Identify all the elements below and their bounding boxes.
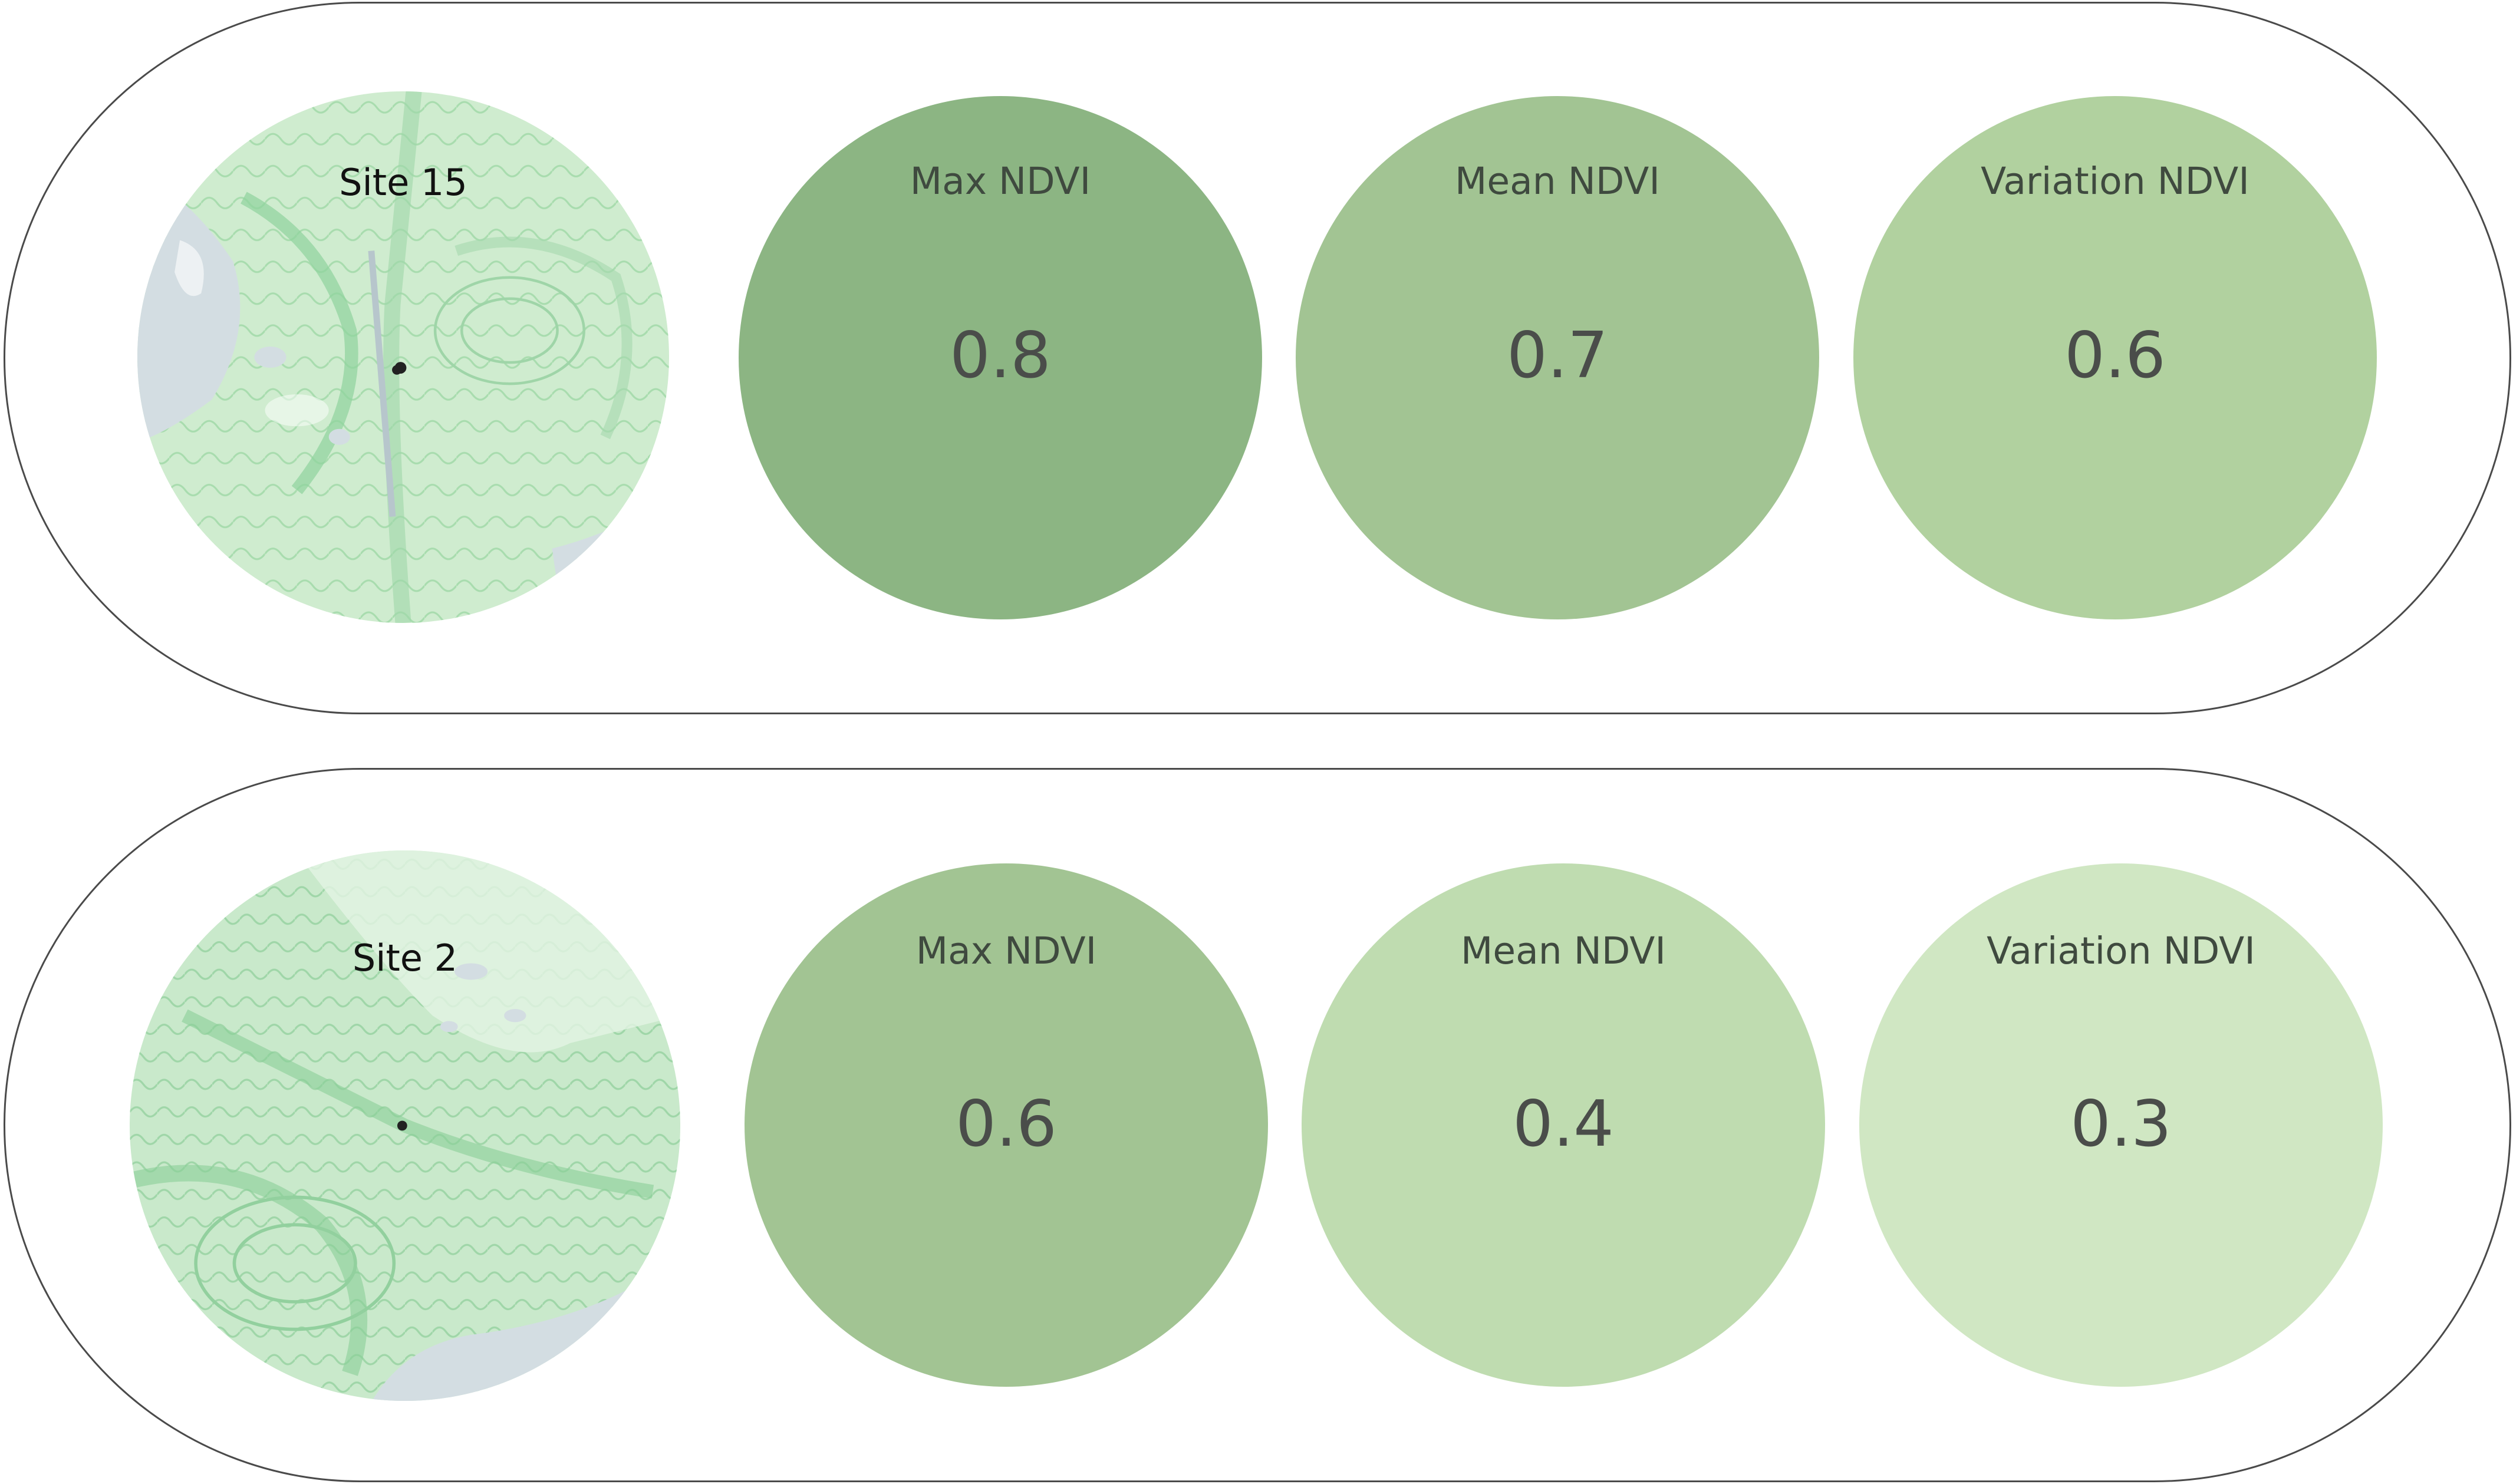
mean-ndvi-label: Mean NDVI: [1461, 929, 1666, 972]
mean-ndvi-circle-site-15: Mean NDVI 0.7: [1296, 96, 1819, 619]
variation-ndvi-value: 0.6: [2064, 319, 2166, 393]
max-ndvi-value: 0.6: [956, 1087, 1057, 1161]
mean-ndvi-label: Mean NDVI: [1455, 160, 1660, 203]
mean-ndvi-value: 0.4: [1513, 1087, 1614, 1161]
variation-ndvi-circle-site-15: Variation NDVI 0.6: [1853, 96, 2377, 619]
max-ndvi-circle-site-2: Max NDVI 0.6: [745, 863, 1268, 1387]
site-15-label: Site 15: [339, 161, 467, 204]
variation-ndvi-label: Variation NDVI: [1981, 160, 2249, 203]
max-ndvi-label: Max NDVI: [915, 929, 1097, 972]
variation-ndvi-label: Variation NDVI: [1987, 929, 2255, 972]
mean-ndvi-value: 0.7: [1507, 319, 1608, 393]
variation-ndvi-value: 0.3: [2070, 1087, 2172, 1161]
site-2-marker: [397, 1120, 407, 1131]
site-2-map: Site 2: [130, 850, 680, 1401]
mean-ndvi-circle-site-2: Mean NDVI 0.4: [1302, 863, 1825, 1387]
site-15-map-image: [137, 91, 669, 623]
site-15-map: Site 15: [137, 91, 669, 623]
max-ndvi-circle-site-15: Max NDVI 0.8: [739, 96, 1262, 619]
variation-ndvi-circle-site-2: Variation NDVI 0.3: [1859, 863, 2383, 1387]
site-2-map-image: [130, 850, 680, 1401]
max-ndvi-label: Max NDVI: [910, 160, 1091, 203]
site-2-label: Site 2: [352, 936, 458, 980]
max-ndvi-value: 0.8: [950, 319, 1051, 393]
